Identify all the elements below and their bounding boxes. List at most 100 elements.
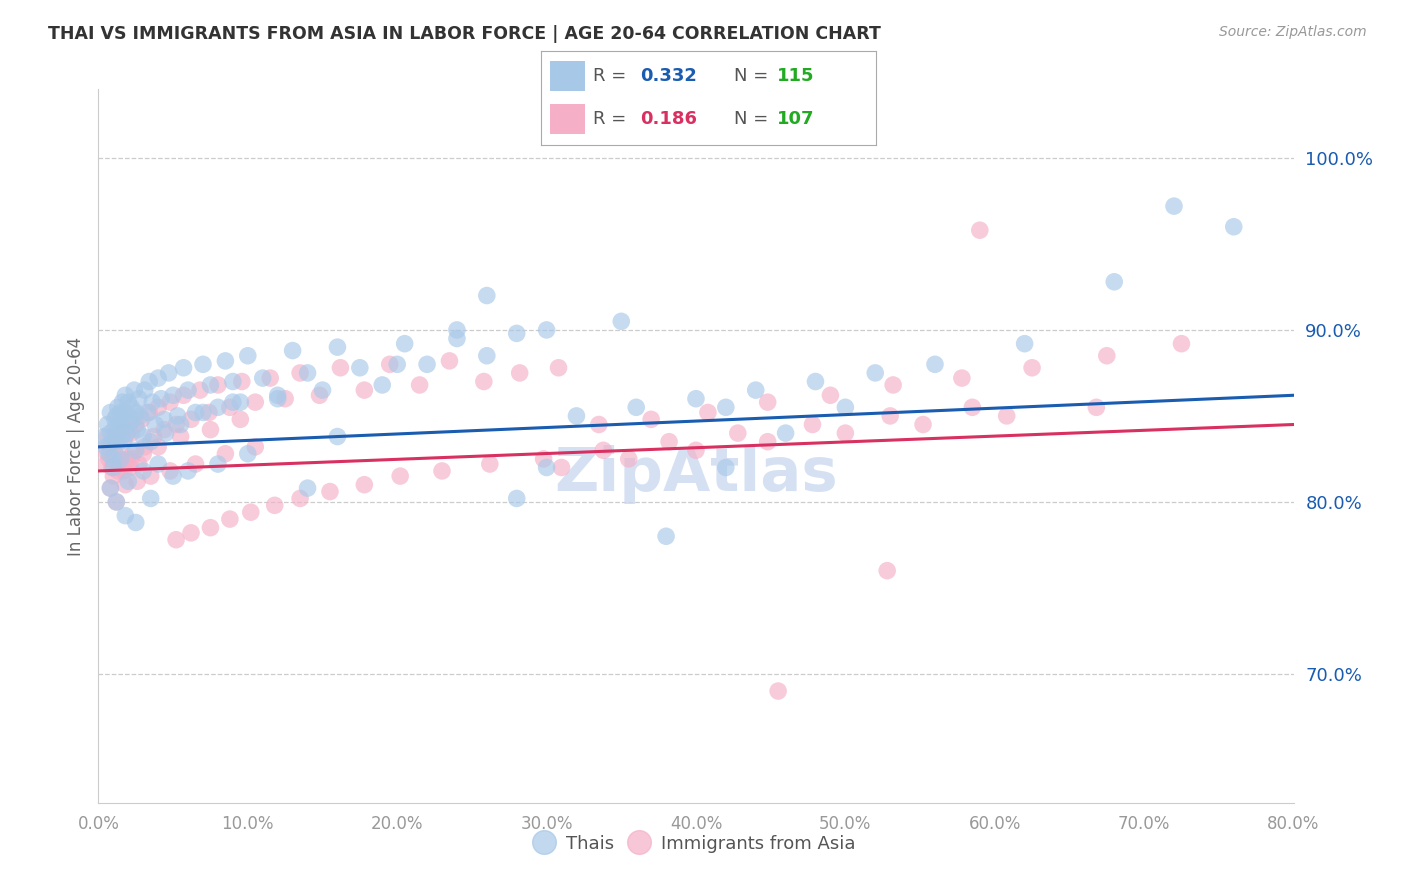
Point xyxy=(108,434,131,449)
Point xyxy=(111,395,134,409)
Point xyxy=(139,434,162,449)
Point xyxy=(188,383,211,397)
Legend: Thais, Immigrants from Asia: Thais, Immigrants from Asia xyxy=(527,824,865,862)
Point xyxy=(876,564,898,578)
Point xyxy=(259,371,281,385)
Point xyxy=(319,484,342,499)
Point xyxy=(311,383,333,397)
Point xyxy=(214,354,236,368)
Point xyxy=(112,412,135,426)
Point xyxy=(110,405,132,419)
Point xyxy=(475,349,498,363)
Point xyxy=(801,417,824,432)
Point xyxy=(865,366,887,380)
Point xyxy=(112,464,135,478)
Point xyxy=(288,366,311,380)
Y-axis label: In Labor Force | Age 20-64: In Labor Force | Age 20-64 xyxy=(66,336,84,556)
Point xyxy=(924,357,946,371)
Point xyxy=(118,460,141,475)
Point xyxy=(143,417,166,432)
Point xyxy=(288,491,311,506)
Point xyxy=(173,388,195,402)
Point xyxy=(107,426,129,441)
Point xyxy=(229,412,252,426)
Point xyxy=(184,405,207,419)
Point xyxy=(509,366,531,380)
Point xyxy=(105,495,128,509)
Point xyxy=(165,533,187,547)
Point xyxy=(1170,336,1192,351)
Point xyxy=(104,447,127,461)
Point xyxy=(139,491,162,506)
Point xyxy=(184,457,207,471)
Point xyxy=(98,481,122,495)
Point xyxy=(112,434,135,449)
Point xyxy=(353,477,375,491)
Point xyxy=(834,426,856,441)
Point xyxy=(1104,275,1126,289)
Text: R =: R = xyxy=(593,111,633,128)
Point xyxy=(714,460,737,475)
Point xyxy=(547,360,569,375)
Point xyxy=(159,395,181,409)
Point xyxy=(378,357,401,371)
Point xyxy=(115,451,138,466)
Point xyxy=(834,401,856,415)
Point xyxy=(655,529,678,543)
Point xyxy=(297,366,319,380)
Point xyxy=(252,371,274,385)
Text: THAI VS IMMIGRANTS FROM ASIA IN LABOR FORCE | AGE 20-64 CORRELATION CHART: THAI VS IMMIGRANTS FROM ASIA IN LABOR FO… xyxy=(48,25,880,43)
Point xyxy=(142,429,165,443)
Point xyxy=(685,392,707,406)
Point xyxy=(162,388,184,402)
Point xyxy=(105,495,128,509)
Point xyxy=(125,443,148,458)
Point xyxy=(93,443,115,458)
Point xyxy=(165,417,187,432)
Point xyxy=(191,357,214,371)
Point xyxy=(121,447,143,461)
Point xyxy=(879,409,901,423)
Point xyxy=(98,440,122,454)
Point xyxy=(231,375,253,389)
Point xyxy=(110,429,132,443)
Point xyxy=(371,378,394,392)
Point xyxy=(127,423,149,437)
Point xyxy=(308,388,330,402)
Point xyxy=(155,426,177,441)
Point xyxy=(389,469,412,483)
Point xyxy=(105,426,128,441)
Point xyxy=(103,460,125,475)
Point xyxy=(96,429,118,443)
Point xyxy=(105,434,128,449)
Point xyxy=(148,401,170,415)
Text: N =: N = xyxy=(734,111,773,128)
Point xyxy=(536,460,558,475)
Point xyxy=(103,434,125,449)
Point xyxy=(114,429,136,443)
Point xyxy=(219,512,242,526)
Point xyxy=(766,684,789,698)
Point xyxy=(617,451,640,466)
Point xyxy=(610,314,633,328)
Point xyxy=(157,366,180,380)
Point xyxy=(329,360,352,375)
Point xyxy=(446,323,468,337)
Point xyxy=(110,451,132,466)
Point xyxy=(105,409,128,423)
Point xyxy=(281,343,304,358)
Point xyxy=(98,426,122,441)
Bar xyxy=(550,62,585,91)
Point xyxy=(533,451,555,466)
Point xyxy=(103,429,125,443)
Point xyxy=(115,426,138,441)
Point xyxy=(162,469,184,483)
Point xyxy=(592,443,614,458)
Point xyxy=(111,423,134,437)
Point xyxy=(658,434,681,449)
Point xyxy=(150,392,173,406)
Point xyxy=(148,371,170,385)
Point xyxy=(697,405,720,419)
Point xyxy=(239,505,262,519)
Point xyxy=(134,440,156,454)
